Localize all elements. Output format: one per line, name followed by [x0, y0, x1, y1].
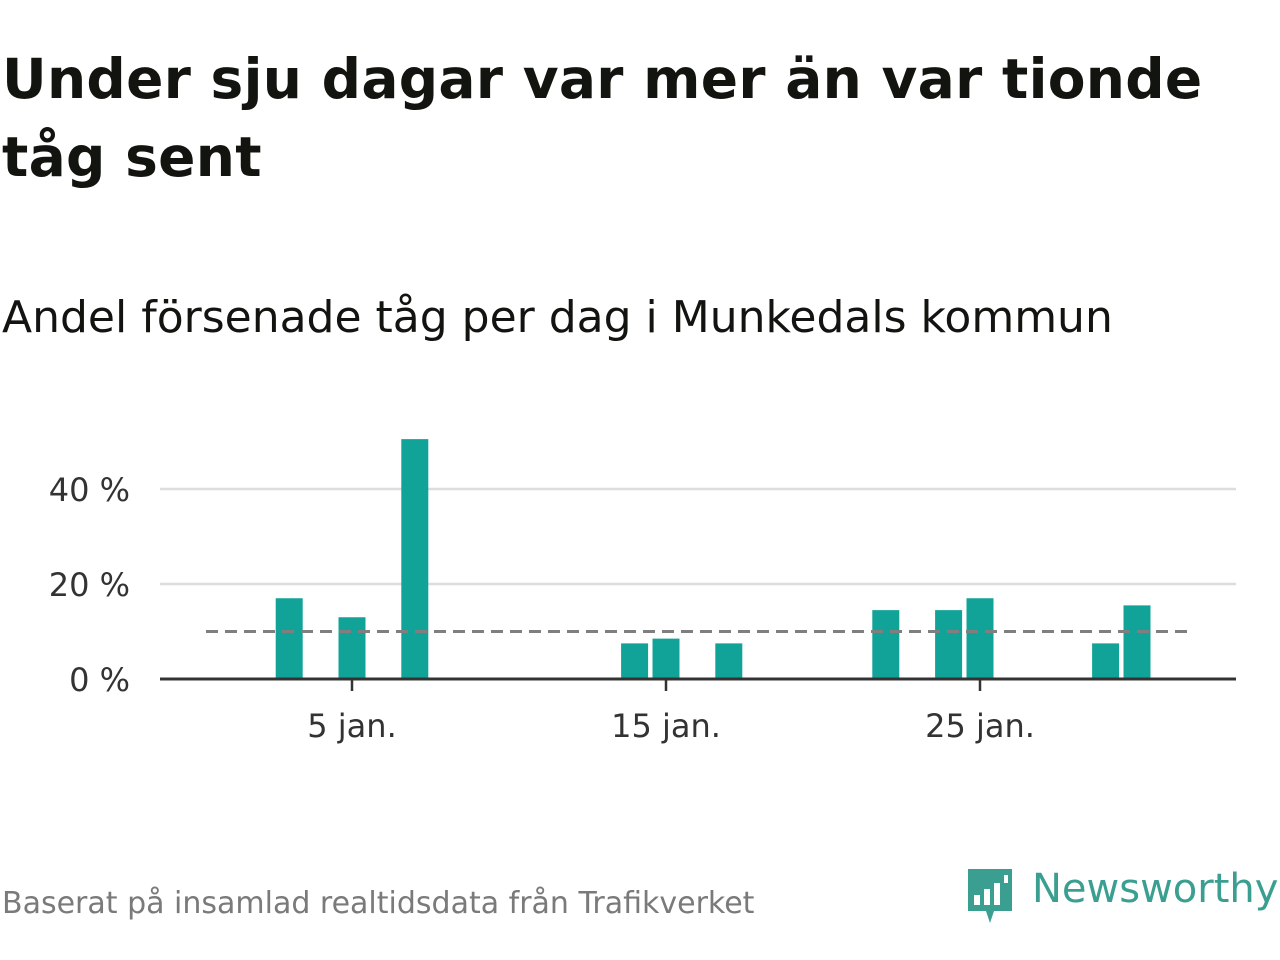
y-tick-label: 20 % [49, 566, 130, 604]
brand-name: Newsworthy [1032, 866, 1279, 912]
x-tick-label: 5 jan. [307, 707, 396, 745]
bar-jan-22 [872, 610, 900, 679]
source-note: Baserat på insamlad realtidsdata från Tr… [2, 886, 755, 921]
bar-jan-3 [275, 598, 303, 679]
x-tick-label: 25 jan. [925, 707, 1035, 745]
chart-title: Under sju dagar var mer än var tionde tå… [2, 47, 1203, 189]
y-axis-tick-labels: 0 % 20 % 40 % [49, 471, 130, 699]
bar-jan-15 [652, 638, 680, 679]
bar-jan-30 [1123, 605, 1151, 679]
chart-subtitle: Andel försenade tåg per dag i Munkedals … [2, 292, 1113, 343]
brand-logo[interactable]: Newsworthy [964, 864, 1278, 928]
x-tick-label: 15 jan. [611, 707, 721, 745]
bar-jan-7 [401, 439, 429, 679]
y-tick-label: 0 % [69, 661, 130, 699]
bar-jan-17 [715, 643, 743, 679]
bar-jan-24 [935, 610, 963, 679]
x-axis-ticks: 5 jan. 15 jan. 25 jan. [307, 679, 1035, 745]
bar-jan-25 [966, 598, 994, 679]
newsworthy-logo-icon [968, 869, 1012, 923]
y-tick-label: 40 % [49, 471, 130, 509]
bar-jan-14 [621, 643, 649, 679]
bars [275, 439, 1151, 679]
bar-jan-5 [338, 617, 366, 679]
bar-jan-29 [1092, 643, 1120, 679]
grid-lines [160, 487, 1236, 586]
